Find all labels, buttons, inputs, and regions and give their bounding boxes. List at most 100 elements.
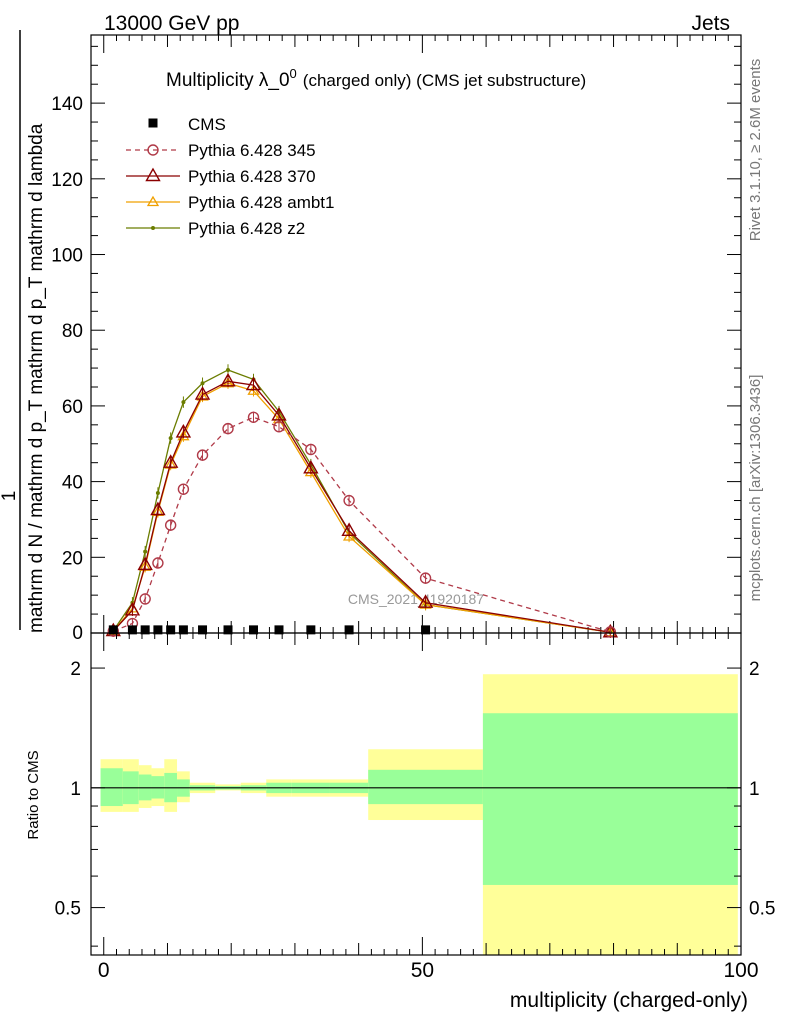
data-point [145, 167, 161, 182]
legend-item-z2: Pythia 6.428 z2 [126, 219, 305, 238]
data-point [196, 449, 209, 461]
data-point [273, 421, 285, 433]
cms-data-points [108, 625, 431, 635]
data-point [124, 601, 141, 616]
data-point [108, 625, 118, 635]
data-point [153, 625, 163, 635]
data-point [343, 494, 355, 507]
legend-label: CMS [188, 115, 226, 134]
legend-item-p345: Pythia 6.428 345 [126, 141, 316, 160]
data-point [249, 625, 258, 635]
data-point [220, 372, 236, 387]
data-point [274, 625, 284, 635]
header-right-label: Jets [691, 12, 730, 35]
series-line-p345 [113, 416, 611, 633]
mcplots-label: mcplots.cern.ch [arXiv:1306.3436] [747, 375, 764, 602]
y-label-denominator: mathrm d N / mathrm d p_T mathrm d p_T m… [26, 123, 47, 633]
data-point [194, 386, 211, 400]
chart-title: Multiplicity λ_00 (charged only) (CMS jet… [166, 66, 586, 91]
y-tick-label: 80 [62, 321, 83, 342]
data-point [181, 400, 186, 405]
data-point [341, 522, 357, 537]
ratio-plot-frame [90, 632, 742, 956]
data-point [419, 572, 432, 584]
data-point [166, 625, 176, 635]
data-point [222, 422, 234, 435]
data-point [247, 411, 260, 423]
data-point [421, 625, 431, 635]
data-point [198, 625, 208, 635]
data-point [164, 519, 177, 531]
data-point [271, 406, 287, 421]
data-point [139, 593, 151, 605]
main-y-tick-labels: 20 40 60 80 100 120 140 0 [51, 94, 83, 644]
y-tick-label: 0 [72, 623, 83, 644]
ratio-tick-label: 1 [70, 779, 81, 800]
data-point [152, 557, 164, 569]
y-tick-label: 140 [51, 94, 83, 115]
ratio-band-inner [482, 713, 738, 885]
legend-item-p370: Pythia 6.428 370 [126, 167, 316, 186]
data-point [148, 118, 158, 128]
series-p345 [107, 411, 617, 638]
data-point [177, 429, 190, 441]
legend-label: Pythia 6.428 345 [188, 141, 316, 160]
y-tick-label: 120 [51, 170, 83, 191]
data-point [137, 556, 153, 571]
ratio-axis-ticks [91, 633, 742, 955]
ratio-y-tick-labels: 0.5 0.5 1 1 2 2 [55, 659, 776, 920]
data-point [303, 459, 319, 474]
legend: CMS Pythia 6.428 345 Pythia 6.428 370 Pythi… [126, 115, 334, 238]
data-point [226, 367, 231, 372]
ratio-tick-label: 0.5 [55, 899, 81, 920]
legend-label: Pythia 6.428 z2 [188, 219, 305, 238]
y-tick-label: 40 [62, 473, 83, 494]
data-point [305, 443, 317, 456]
ratio-y-axis-label: Ratio to CMS [25, 750, 42, 839]
y-axis-label: mathrm d N / mathrm d p_T mathrm d p_T m… [0, 30, 47, 633]
y-tick-label: 100 [51, 246, 83, 267]
ratio-tick-label: 0.5 [749, 899, 775, 920]
data-point [146, 195, 160, 207]
legend-item-ambt1: Pythia 6.428 ambt1 [126, 193, 334, 212]
data-point [155, 490, 160, 495]
x-tick-label: 50 [411, 959, 434, 982]
data-point [151, 226, 155, 230]
data-point [147, 144, 159, 156]
x-tick-label: 0 [98, 959, 110, 982]
rivet-label: Rivet 3.1.10, ≥ 2.6M events [747, 59, 764, 242]
ratio-tick-label: 1 [749, 779, 760, 800]
ratio-band-inner [100, 768, 123, 807]
ratio-uncertainty-bands [100, 674, 738, 955]
series-line-p370 [112, 380, 611, 633]
legend-label: Pythia 6.428 370 [188, 167, 316, 186]
ratio-tick-label: 2 [70, 659, 81, 680]
data-point [245, 376, 262, 391]
data-point [178, 625, 188, 635]
x-tick-labels: 0 50 100 [98, 959, 759, 982]
y-tick-label: 60 [62, 397, 83, 418]
analysis-watermark: CMS_2021_I1920187 [348, 591, 484, 607]
data-point [417, 594, 434, 608]
data-point [162, 454, 179, 468]
legend-label: Pythia 6.428 ambt1 [188, 193, 334, 212]
series-layer [105, 364, 619, 638]
data-point [127, 625, 137, 635]
y-label-prefix: 1 [0, 491, 20, 502]
data-point [344, 625, 354, 635]
data-point [177, 483, 190, 495]
title-main: Multiplicity λ_00 (charged only) (CMS jet… [166, 66, 586, 91]
data-point [150, 501, 166, 516]
data-point [168, 436, 173, 441]
data-point [306, 625, 316, 635]
legend-item-cms: CMS [148, 115, 226, 134]
series-p370 [105, 372, 619, 638]
data-point [175, 423, 192, 438]
data-point [604, 626, 617, 638]
ratio-tick-label: 2 [749, 659, 760, 680]
x-axis-label: multiplicity (charged-only) [510, 989, 748, 1012]
data-point [140, 625, 150, 635]
data-point [223, 625, 233, 635]
header-left-label: 13000 GeV pp [104, 12, 239, 35]
